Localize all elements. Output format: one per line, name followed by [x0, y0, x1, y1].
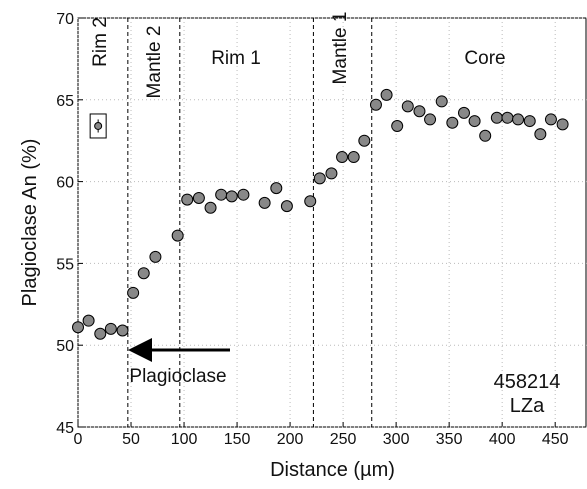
- data-point: [192, 191, 205, 204]
- data-point: [556, 118, 569, 131]
- sample-label: 458214: [494, 371, 561, 393]
- data-point: [401, 100, 414, 113]
- x-tick-label: 350: [436, 431, 463, 448]
- sample-label: LZa: [510, 395, 545, 417]
- region-label: Mantle 2: [144, 26, 165, 99]
- arrow-label: Plagioclase: [129, 366, 226, 387]
- y-tick-label: 55: [56, 256, 74, 273]
- region-label: Core: [464, 48, 505, 69]
- x-tick-label: 100: [171, 431, 198, 448]
- data-point: [116, 324, 129, 337]
- data-point: [544, 113, 557, 126]
- data-point: [215, 188, 228, 201]
- data-point: [204, 201, 217, 214]
- data-point: [424, 113, 437, 126]
- data-point: [258, 196, 271, 209]
- data-point: [171, 229, 184, 242]
- data-point: [94, 327, 107, 340]
- x-tick-label: 250: [330, 431, 357, 448]
- data-point: [72, 321, 84, 334]
- region-label: Rim 2: [90, 17, 111, 67]
- data-point: [304, 195, 317, 208]
- error-point: [94, 121, 103, 130]
- x-tick-label: 150: [224, 431, 251, 448]
- x-tick-label: 50: [122, 431, 140, 448]
- data-point: [435, 95, 448, 108]
- data-point: [313, 172, 326, 185]
- data-point: [523, 115, 536, 128]
- x-axis-label: Distance (µm): [270, 459, 395, 481]
- data-point: [137, 267, 150, 280]
- data-point: [413, 105, 426, 118]
- error-box: [89, 113, 107, 139]
- data-point: [237, 188, 250, 201]
- data-point: [490, 111, 503, 124]
- y-tick-label: 60: [56, 175, 74, 192]
- data-point: [468, 115, 481, 128]
- data-point: [336, 151, 349, 164]
- y-tick-label: 70: [56, 11, 74, 28]
- data-point: [280, 200, 293, 213]
- data-point: [391, 119, 404, 132]
- y-tick-label: 65: [56, 93, 74, 110]
- data-point: [501, 111, 514, 124]
- data-point: [127, 286, 140, 299]
- data-point: [104, 322, 117, 335]
- data-point: [479, 129, 492, 142]
- data-point: [534, 128, 547, 141]
- x-tick-label: 200: [277, 431, 304, 448]
- data-point: [380, 88, 393, 101]
- data-point: [325, 167, 338, 180]
- data-point: [149, 250, 162, 263]
- region-label: Mantle 1: [330, 12, 351, 85]
- x-tick-label: 400: [489, 431, 516, 448]
- y-tick-label: 45: [56, 420, 74, 437]
- y-axis-label: Plagioclase An (%): [19, 139, 41, 307]
- data-point: [225, 190, 238, 203]
- data-point: [181, 193, 194, 206]
- x-tick-label: 0: [74, 431, 83, 448]
- arrow-head: [128, 338, 152, 362]
- x-tick-label: 450: [542, 431, 569, 448]
- data-point: [512, 113, 525, 126]
- region-label: Rim 1: [211, 48, 261, 69]
- x-tick-label: 300: [383, 431, 410, 448]
- data-point: [457, 106, 470, 119]
- data-point: [347, 151, 360, 164]
- y-tick-label: 50: [56, 338, 74, 355]
- data-point: [358, 134, 371, 147]
- data-point: [446, 116, 459, 129]
- data-point: [270, 182, 283, 195]
- data-point: [369, 98, 382, 111]
- data-point: [82, 314, 95, 327]
